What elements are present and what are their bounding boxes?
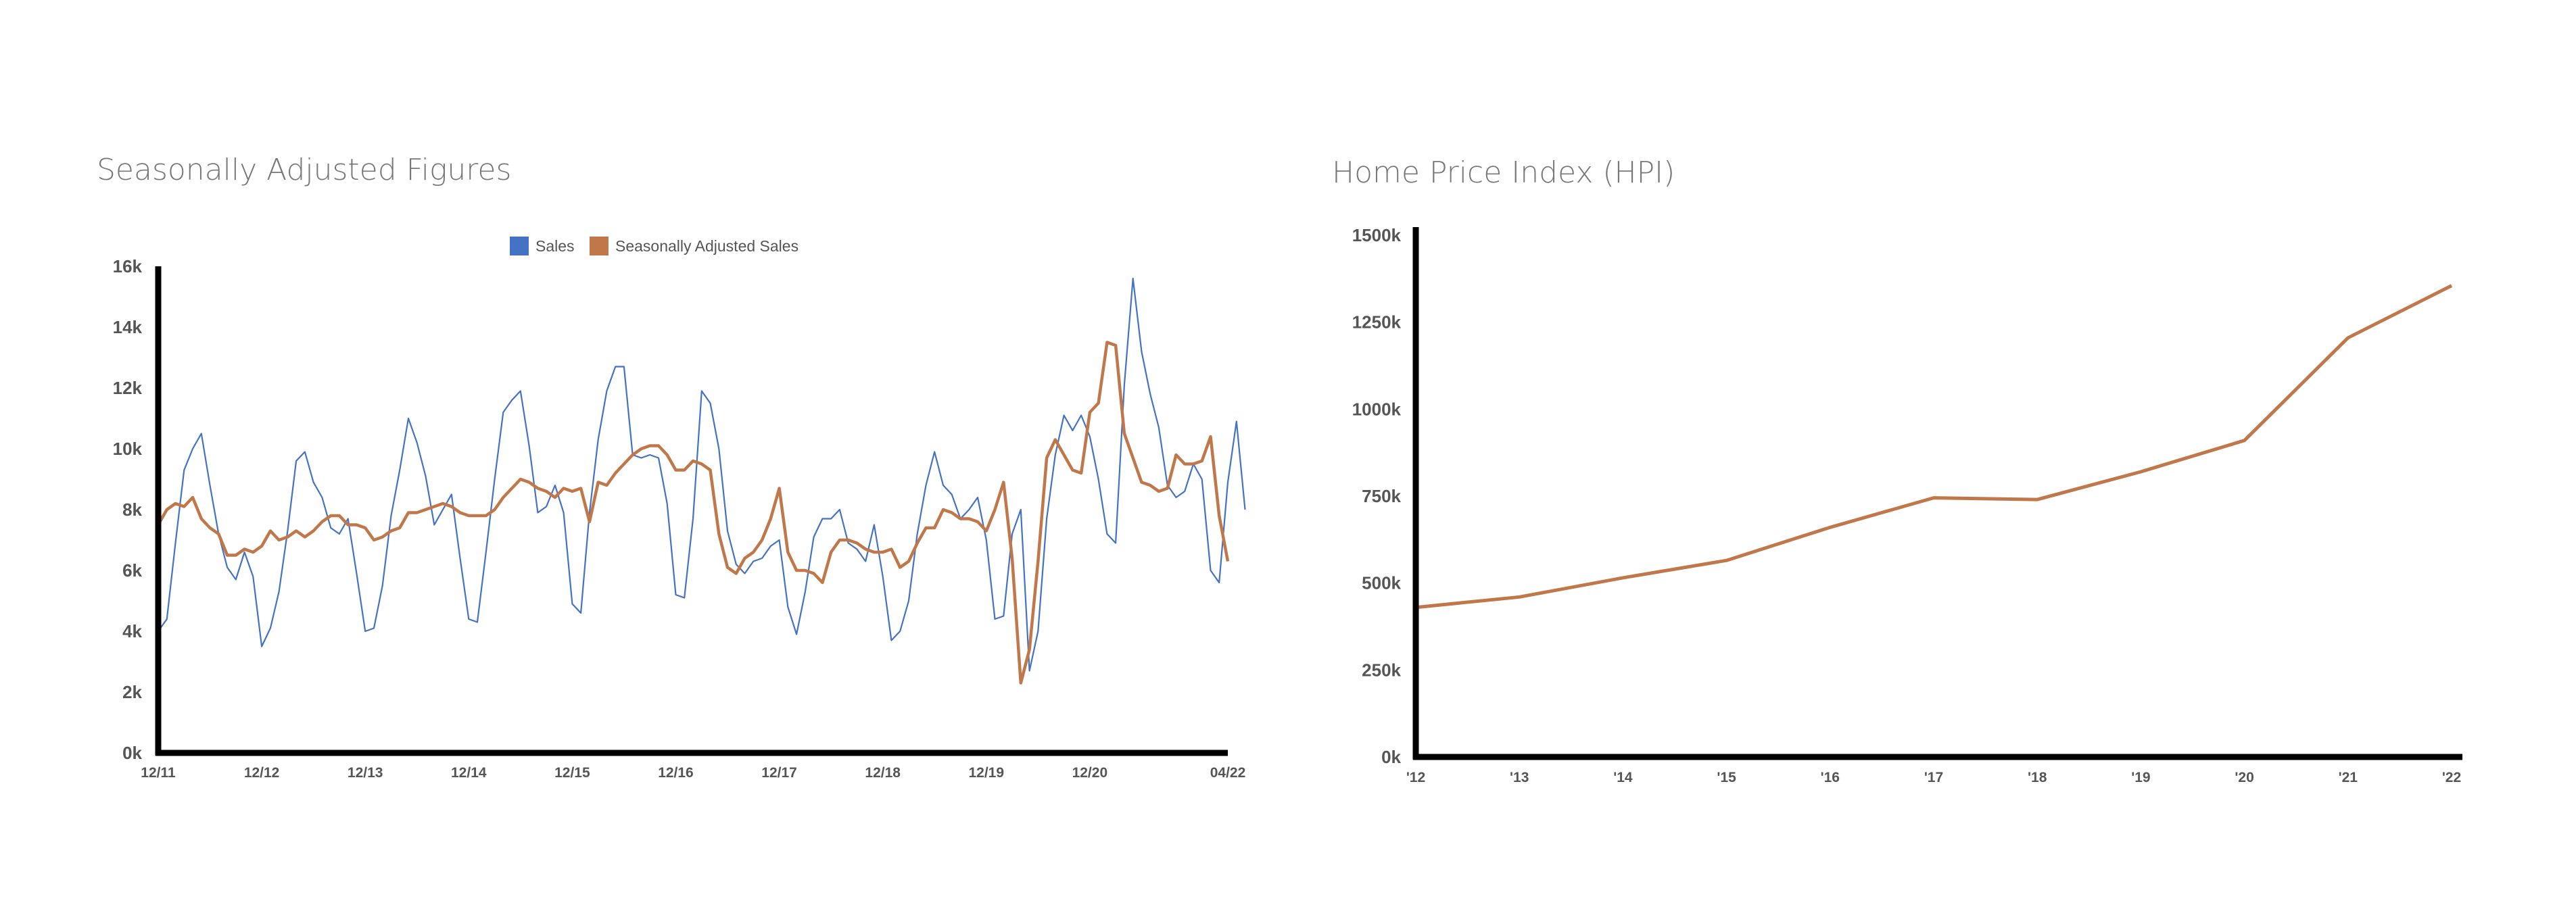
chart1-xtick-label: 12/16 — [658, 765, 694, 781]
legend-label: Seasonally Adjusted Sales — [615, 237, 798, 255]
chart1-ytick-label: 14k — [113, 317, 143, 337]
chart2-ytick-label: 1500k — [1352, 225, 1402, 245]
chart1-xtick-label: 12/18 — [865, 765, 901, 781]
chart1-xtick-label: 12/12 — [244, 765, 280, 781]
chart2-xtick-label: '19 — [2131, 770, 2150, 785]
chart2-xtick-label: '12 — [1406, 770, 1425, 785]
legend-swatch — [590, 237, 609, 255]
chart2-ytick-label: 0k — [1381, 747, 1401, 767]
chart2-xtick-label: '21 — [2339, 770, 2358, 785]
chart1-ytick-label: 4k — [122, 621, 142, 641]
chart1-ytick-label: 12k — [113, 378, 143, 398]
chart1-ytick-label: 16k — [113, 256, 143, 276]
chart1-xtick-label: 04/22 — [1210, 765, 1246, 781]
chart1-xtick-label: 12/11 — [141, 765, 176, 781]
chart2-xtick-label: '18 — [2028, 770, 2047, 785]
chart1-xtick-label: 12/13 — [348, 765, 383, 781]
chart2-xtick-label: '20 — [2235, 770, 2253, 785]
chart1-ytick-label: 6k — [122, 560, 142, 581]
chart1-ytick-label: 2k — [122, 682, 142, 702]
chart1-xtick-label: 12/15 — [554, 765, 590, 781]
chart2-xtick-label: '14 — [1613, 770, 1633, 785]
chart2-xtick-label: '15 — [1717, 770, 1736, 785]
chart-title-hpi: Home Price Index (HPI) — [1332, 155, 1675, 190]
chart1-xtick-label: 12/17 — [761, 765, 797, 781]
chart-title-seasonally-adjusted: Seasonally Adjusted Figures — [97, 153, 512, 187]
chart1-xtick-label: 12/14 — [451, 765, 487, 781]
chart2-ytick-label: 1000k — [1352, 399, 1402, 419]
chart2-xtick-label: '22 — [2442, 770, 2461, 785]
chart2-xtick-label: '17 — [1924, 770, 1943, 785]
chart2-xtick-label: '13 — [1510, 770, 1529, 785]
chart2-ytick-label: 250k — [1362, 660, 1401, 680]
chart2-ytick-label: 500k — [1362, 573, 1401, 593]
chart1-ytick-label: 0k — [122, 743, 142, 763]
series-line-sales — [158, 277, 1246, 672]
chart1-ytick-label: 8k — [122, 499, 142, 520]
series-line-hpi — [1415, 284, 2453, 610]
chart2-ytick-label: 750k — [1362, 486, 1401, 506]
legend-swatch — [510, 237, 529, 255]
legend-label: Sales — [535, 237, 575, 255]
chart1-xtick-label: 12/20 — [1072, 765, 1108, 781]
chart2-xtick-label: '16 — [1821, 770, 1840, 785]
chart2-ytick-label: 1250k — [1352, 312, 1402, 333]
series-line-seasonally-adjusted-sales — [157, 341, 1230, 685]
chart1-xtick-label: 12/19 — [968, 765, 1004, 781]
chart1-ytick-label: 10k — [113, 439, 143, 459]
